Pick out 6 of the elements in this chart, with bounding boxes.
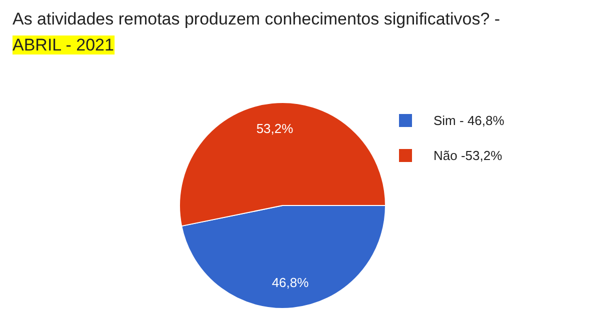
chart-title: As atividades remotas produzem conhecimentos significativos? - [12,10,500,28]
data-label: 53,2% [256,121,294,136]
legend-label: Não -53,2% [434,148,503,163]
data-label: 46,8% [272,274,310,290]
chart-subtitle: ABRIL - 2021 [12,36,114,54]
legend-label: Sim - 46,8% [434,113,505,128]
